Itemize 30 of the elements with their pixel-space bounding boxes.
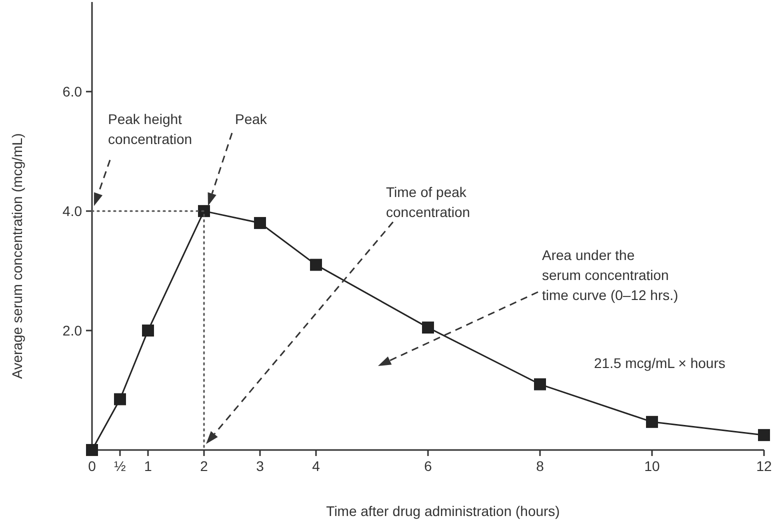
y-tick-label: 6.0 bbox=[62, 84, 82, 100]
point bbox=[198, 205, 210, 218]
x-tick-label: 10 bbox=[644, 458, 660, 474]
x-tick-label: ½ bbox=[114, 458, 126, 474]
x-tick-label: 8 bbox=[536, 458, 544, 474]
x-tick-label: 1 bbox=[144, 458, 152, 474]
annotation: Peak height concentration bbox=[108, 111, 192, 147]
x-axis-title: Time after drug administration (hours) bbox=[326, 503, 560, 519]
point bbox=[422, 322, 434, 334]
point bbox=[86, 444, 98, 456]
point bbox=[254, 217, 266, 230]
point bbox=[310, 258, 322, 271]
x-tick-label: 4 bbox=[312, 458, 320, 474]
annotation: Peak bbox=[235, 111, 268, 127]
y-tick-label: 2.0 bbox=[62, 322, 82, 339]
y-tick-label: 4.0 bbox=[62, 203, 82, 220]
x-tick-label: 3 bbox=[256, 458, 264, 474]
x-tick-label: 6 bbox=[424, 458, 432, 474]
point bbox=[114, 393, 126, 406]
point bbox=[758, 429, 770, 442]
x-tick-label: 12 bbox=[756, 458, 772, 474]
annotation: Area under the serum concentration time curve (0–12 hrs.) bbox=[542, 247, 678, 303]
annotation: 21.5 mcg/mL × hours bbox=[594, 355, 726, 371]
annotation: Time of peak concentration bbox=[386, 184, 470, 220]
point bbox=[142, 324, 154, 337]
x-tick-label: 2 bbox=[200, 458, 208, 474]
y-axis-title: Average serum concentration (mcg/mL) bbox=[9, 133, 25, 379]
point bbox=[646, 416, 658, 428]
x-tick-label: 0 bbox=[88, 458, 96, 474]
point bbox=[534, 378, 546, 390]
